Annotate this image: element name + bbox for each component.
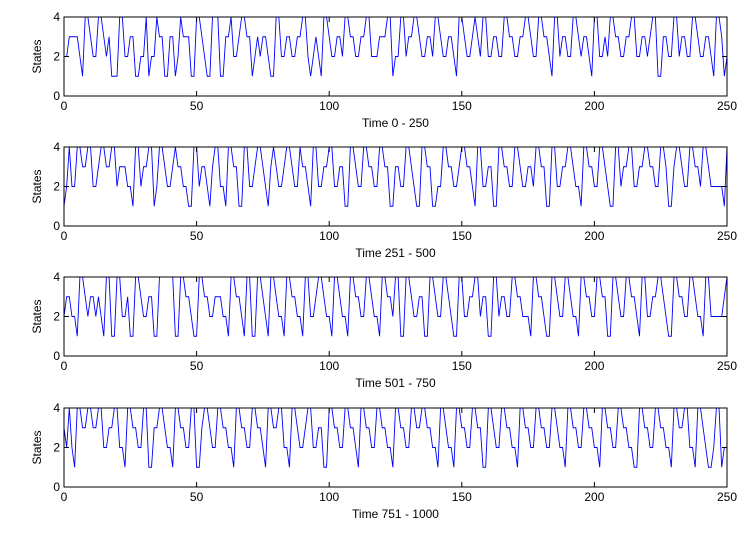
x-tick-label: 0 (61, 99, 68, 113)
y-axis-label: States (30, 39, 44, 73)
y-tick-label: 0 (53, 89, 60, 103)
x-axis-label: Time 0 - 250 (362, 116, 429, 130)
x-tick-label: 150 (452, 490, 472, 504)
x-tick-label: 0 (61, 359, 68, 373)
y-tick-label: 4 (53, 10, 60, 24)
y-tick-label: 2 (53, 50, 60, 64)
subplot-2: 0 50 100 150 200 250 0 2 4 Time 251 - 500 States (30, 140, 737, 260)
series-line-1 (64, 16, 728, 77)
y-axis-label: States (30, 430, 44, 464)
y-axis-label: States (30, 299, 44, 333)
y-tick-label: 2 (53, 180, 60, 194)
x-tick-label: 200 (584, 490, 604, 504)
x-tick-label: 100 (319, 99, 339, 113)
x-tick-label: 100 (319, 490, 339, 504)
subplot-4: 0 50 100 150 200 250 0 2 4 Time 751 - 1000 States (30, 401, 737, 521)
series-line-3 (63, 276, 728, 337)
x-tick-label: 50 (190, 359, 204, 373)
x-tick-label: 50 (190, 99, 204, 113)
series-line-2 (63, 146, 728, 207)
x-tick-label: 200 (584, 359, 604, 373)
series-line-4 (63, 407, 727, 468)
x-tick-label: 200 (584, 229, 604, 243)
y-tick-label: 0 (53, 349, 60, 363)
y-tick-label: 0 (53, 219, 60, 233)
x-axis-label: Time 501 - 750 (355, 376, 436, 390)
y-tick-label: 0 (53, 480, 60, 494)
y-axis-label: States (30, 169, 44, 203)
x-tick-label: 50 (190, 229, 204, 243)
x-tick-label: 200 (584, 99, 604, 113)
x-tick-label: 250 (717, 359, 737, 373)
axes-box (63, 276, 728, 357)
y-tick-label: 4 (53, 270, 60, 284)
x-tick-label: 250 (717, 490, 737, 504)
x-tick-label: 0 (61, 490, 68, 504)
x-tick-label: 250 (717, 229, 737, 243)
y-tick-label: 4 (53, 401, 60, 415)
x-tick-label: 0 (61, 229, 68, 243)
x-tick-label: 150 (452, 359, 472, 373)
x-axis-label: Time 251 - 500 (355, 246, 436, 260)
x-axis-label: Time 751 - 1000 (352, 507, 439, 521)
x-tick-label: 50 (190, 490, 204, 504)
subplot-3: 0 50 100 150 200 250 0 2 4 Time 501 - 750 States (30, 270, 737, 390)
x-tick-label: 150 (452, 99, 472, 113)
x-tick-label: 250 (717, 99, 737, 113)
x-tick-label: 100 (319, 229, 339, 243)
y-tick-label: 2 (53, 310, 60, 324)
subplot-1: 0 50 100 150 200 250 0 2 4 Time 0 - 250 States (30, 10, 737, 130)
x-tick-label: 150 (452, 229, 472, 243)
x-tick-label: 100 (319, 359, 339, 373)
y-tick-label: 4 (53, 140, 60, 154)
y-tick-label: 2 (53, 441, 60, 455)
